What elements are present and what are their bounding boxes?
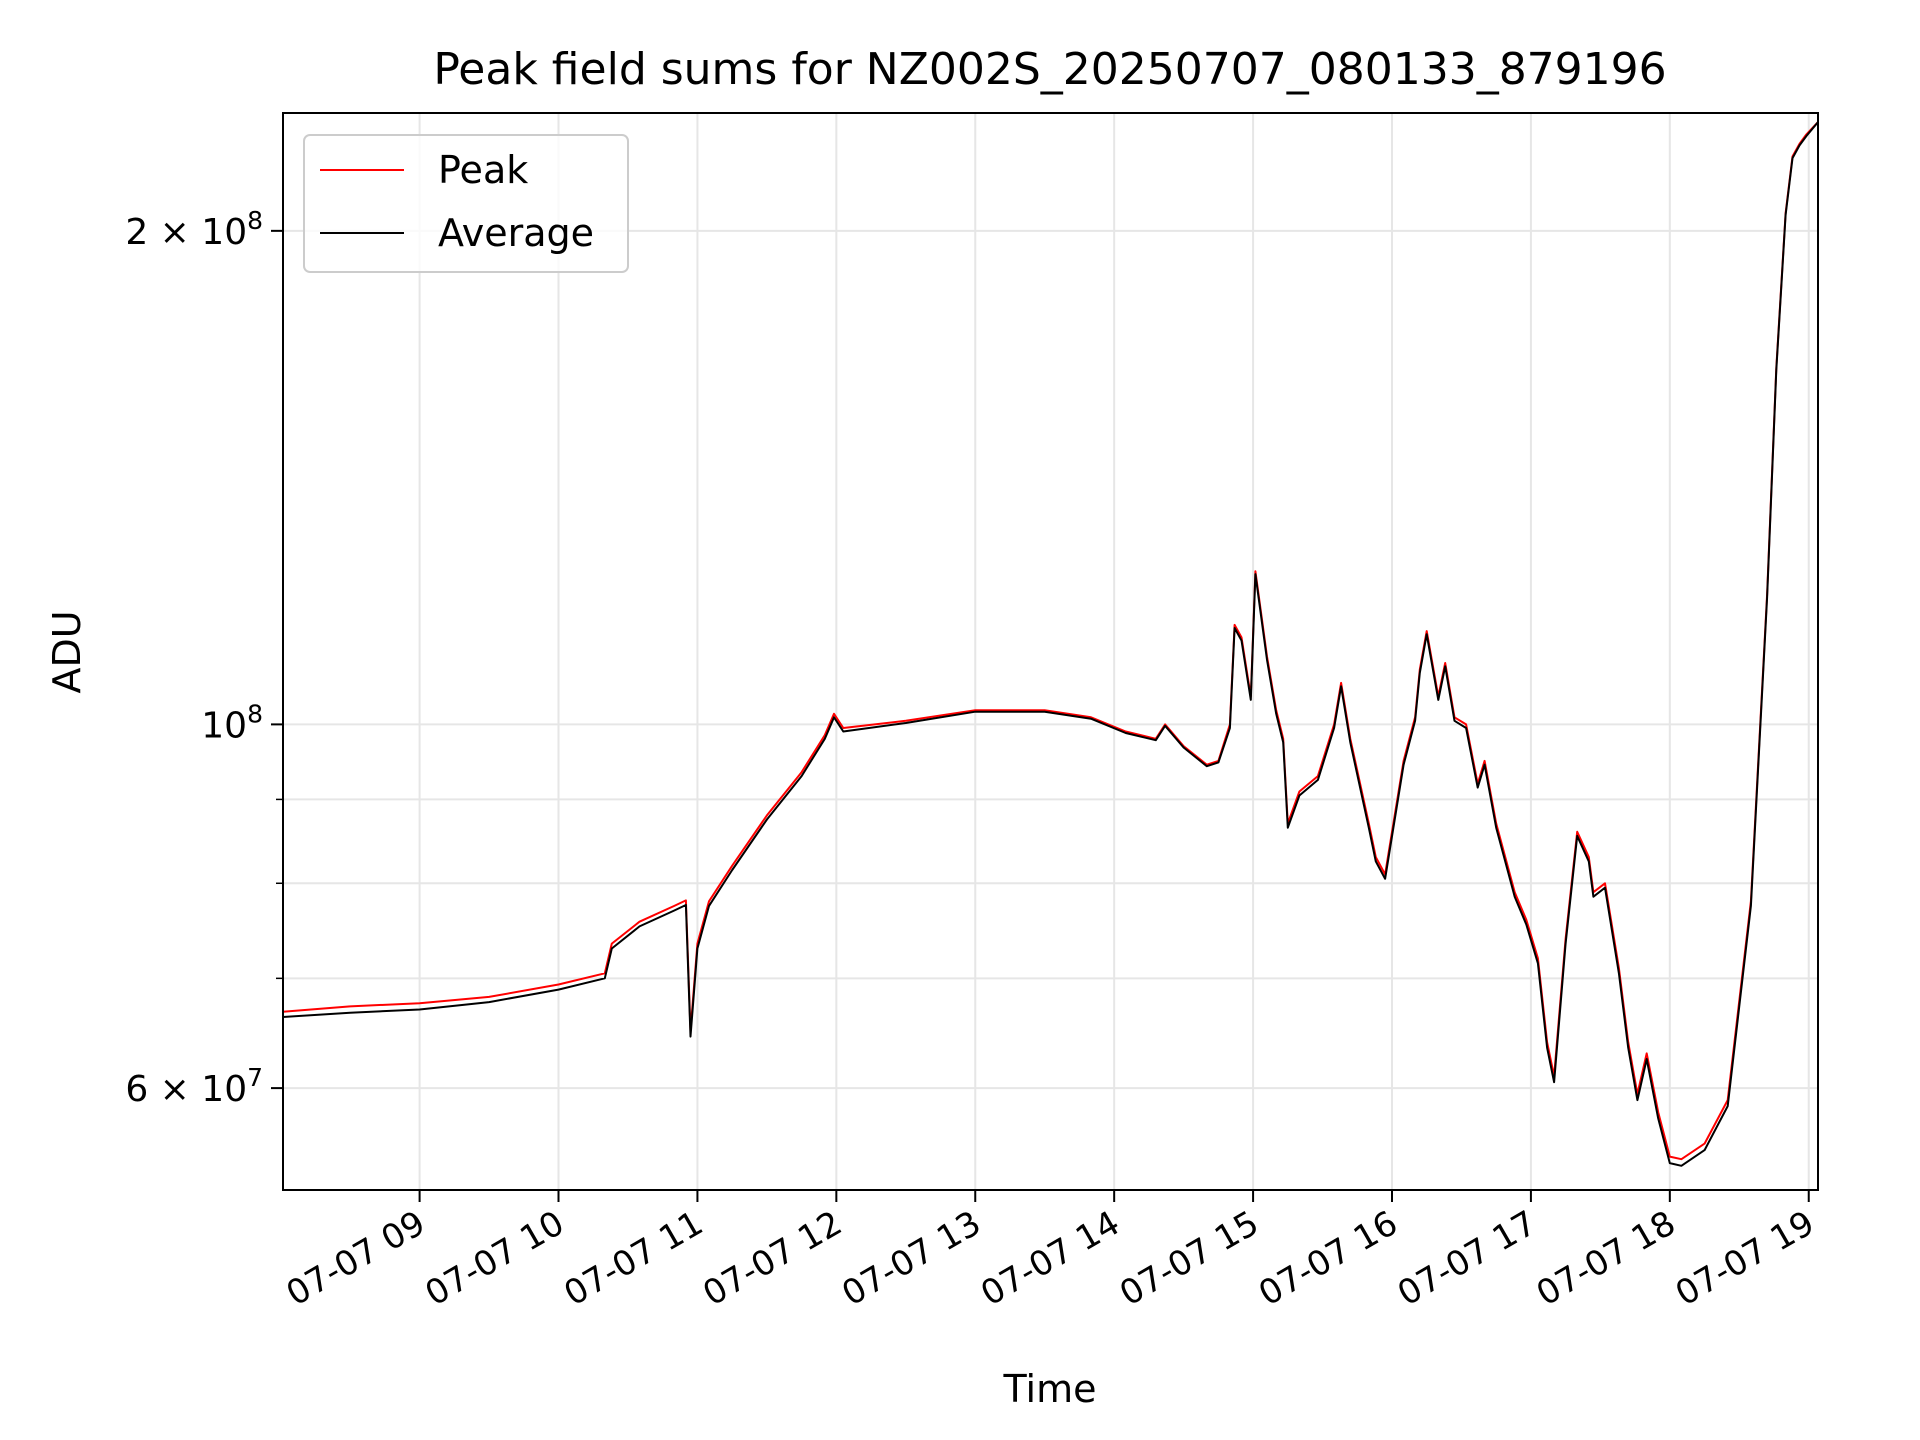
y-tick-label-exponent: 8	[247, 699, 263, 728]
legend-label-average: Average	[438, 211, 594, 255]
y-tick-label-base: 10	[201, 705, 247, 746]
y-tick-label-exponent: 7	[247, 1063, 263, 1092]
series-layer	[282, 121, 1819, 1167]
legend-label-peak: Peak	[438, 148, 528, 192]
series-line-average	[282, 121, 1819, 1167]
chart-title: Peak field sums for NZ002S_20250707_0801…	[433, 44, 1666, 95]
legend: Peak Average	[303, 134, 629, 273]
plot-frame	[282, 112, 1819, 1191]
y-axis-label: ADU	[45, 610, 89, 693]
x-axis-label: Time	[1003, 1367, 1097, 1411]
y-tick-label: 6 × 107	[125, 1063, 263, 1110]
y-tick-label-base: 6 × 10	[125, 1069, 247, 1110]
grid-lines	[283, 113, 1818, 1190]
y-tick-label: 2 × 108	[125, 206, 263, 253]
y-tick-label: 108	[201, 699, 263, 746]
y-tick-label-base: 2 × 10	[125, 212, 247, 253]
y-tick-label-exponent: 8	[247, 206, 263, 235]
